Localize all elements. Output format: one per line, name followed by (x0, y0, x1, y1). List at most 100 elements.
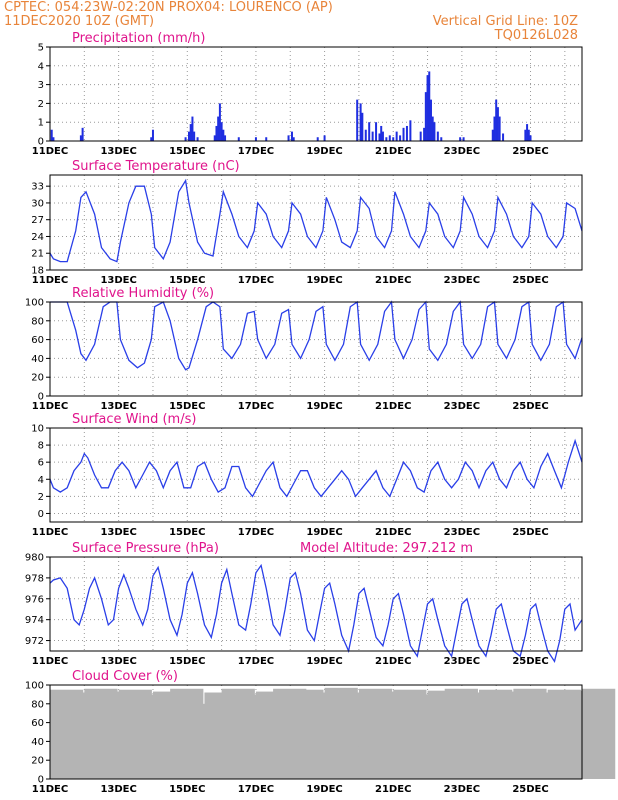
precip-bar (381, 131, 384, 141)
x-tick-label: 21DEC (375, 527, 411, 538)
precip-bar (462, 137, 465, 141)
precip-bar (428, 71, 431, 141)
precip-bar (402, 127, 405, 141)
precip-bar (361, 112, 364, 141)
x-tick-label: 11DEC (32, 527, 68, 538)
precip-bar (429, 99, 432, 141)
x-tick-label: 21DEC (375, 146, 411, 157)
x-tick-label: 25DEC (512, 527, 548, 538)
rh-series-line (50, 300, 583, 371)
precip-bar (151, 129, 154, 141)
x-tick-label: 21DEC (375, 656, 411, 667)
x-tick-label: 15DEC (169, 784, 205, 795)
precip-bar (189, 124, 192, 141)
x-tick-label: 23DEC (444, 275, 480, 286)
y-tick-label: 100 (25, 681, 44, 692)
x-tick-label: 19DEC (306, 401, 342, 412)
precip-bar (364, 129, 367, 141)
x-tick-label: 19DEC (306, 784, 342, 795)
y-tick-label: 8 (38, 441, 44, 452)
precip-bar (378, 133, 381, 141)
y-tick-label: 80 (31, 316, 44, 327)
precip-bar (423, 127, 426, 141)
y-tick-label: 18 (31, 266, 44, 277)
x-tick-label: 15DEC (169, 275, 205, 286)
x-tick-label: 19DEC (306, 656, 342, 667)
y-tick-label: 978 (25, 573, 44, 584)
precip-bar (395, 131, 398, 141)
model-code: TQ0126L028 (494, 28, 578, 43)
x-tick-label: 11DEC (32, 656, 68, 667)
x-tick-label: 21DEC (375, 275, 411, 286)
precip-bar (191, 116, 194, 141)
run-time-line: 11DEC2020 10Z (GMT) (4, 14, 155, 29)
x-tick-label: 13DEC (100, 401, 136, 412)
y-tick-label: 976 (25, 594, 44, 605)
precip-bar (265, 137, 268, 141)
x-tick-label: 13DEC (100, 275, 136, 286)
precip-bar (217, 116, 220, 141)
precip-bar (431, 116, 434, 141)
precip-bar (498, 116, 501, 141)
precip-bar (196, 137, 199, 141)
precip-bar (502, 133, 505, 141)
precip-bar (193, 131, 196, 141)
precip-bar (50, 129, 53, 141)
precip-bar (222, 129, 225, 141)
x-tick-label: 23DEC (444, 784, 480, 795)
plot-frame (49, 427, 583, 523)
x-tick-label: 23DEC (444, 401, 480, 412)
precip-bar (215, 125, 218, 141)
x-tick-label: 23DEC (444, 146, 480, 157)
precip-bar (375, 122, 378, 141)
y-tick-label: 30 (31, 198, 44, 209)
y-tick-label: 972 (25, 636, 44, 647)
precip-bar (459, 137, 462, 141)
x-tick-label: 11DEC (32, 784, 68, 795)
y-tick-label: 24 (31, 232, 44, 243)
precip-bar (392, 137, 395, 141)
y-tick-label: 2 (38, 492, 44, 503)
y-tick-label: 980 (25, 553, 44, 564)
y-tick-label: 974 (25, 615, 44, 626)
x-tick-label: 19DEC (306, 275, 342, 286)
y-tick-label: 20 (31, 756, 44, 767)
x-tick-label: 17DEC (238, 146, 274, 157)
y-tick-label: 0 (38, 392, 44, 403)
precip-bar (79, 135, 82, 141)
x-tick-label: 11DEC (32, 146, 68, 157)
precip-bar (388, 135, 391, 141)
panel-title: Surface Wind (m/s) (72, 412, 196, 427)
precip-bar (359, 103, 362, 141)
precip-bar (218, 103, 221, 141)
precip-bar (495, 99, 498, 141)
y-tick-label: 100 (25, 298, 44, 309)
y-tick-label: 2 (38, 99, 44, 110)
station-line: CPTEC: 054:23W-02:20N PROX04: LOURENCO (… (4, 0, 333, 15)
precip-bar (493, 116, 496, 141)
precip-bar (409, 120, 412, 141)
wind-series-line (49, 438, 583, 498)
x-tick-label: 11DEC (32, 275, 68, 286)
precip-bar (440, 137, 443, 141)
precip-bar (290, 131, 293, 141)
cloud-bar (582, 688, 616, 779)
plot-frame (49, 301, 583, 397)
x-tick-label: 15DEC (169, 401, 205, 412)
precip-bar (405, 125, 408, 141)
y-tick-label: 4 (38, 61, 44, 72)
precip-bar (356, 99, 359, 141)
precip-bar (213, 135, 216, 141)
panel-title: Surface Pressure (hPa) (72, 541, 219, 556)
y-tick-label: 40 (31, 737, 44, 748)
y-tick-label: 4 (38, 475, 44, 486)
x-tick-label: 21DEC (375, 401, 411, 412)
y-tick-label: 21 (31, 249, 44, 260)
plot-frame (49, 46, 583, 142)
precip-bar (81, 127, 84, 141)
panel-title: Relative Humidity (%) (72, 286, 214, 301)
y-tick-label: 1 (38, 118, 44, 129)
y-tick-label: 0 (38, 509, 44, 520)
y-tick-label: 20 (31, 373, 44, 384)
